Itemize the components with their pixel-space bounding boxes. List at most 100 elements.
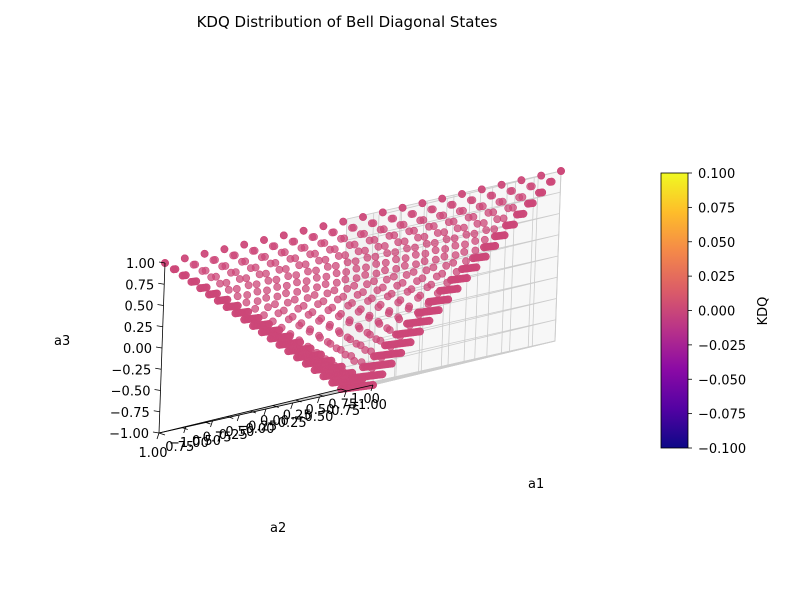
scatter-point (324, 306, 333, 315)
scatter-point (463, 274, 471, 282)
grid-line-a1 (340, 170, 562, 390)
scatter-point (468, 196, 477, 204)
scatter-point (333, 295, 342, 304)
scatter-point (479, 219, 488, 227)
scatter-point (471, 237, 480, 245)
scatter-point (279, 231, 288, 240)
scatter-point (500, 231, 509, 240)
scatter-point (253, 287, 262, 296)
scatter-point (430, 238, 439, 247)
scatter-point (354, 247, 363, 256)
scatter-point (537, 171, 546, 180)
a3-tick-label: 0.25 (124, 321, 153, 336)
scatter-point (351, 257, 360, 266)
scatter-point (448, 200, 457, 209)
scatter-point (420, 232, 429, 241)
a1-tick (227, 416, 234, 419)
scatter-point (326, 339, 335, 348)
scatter-point (395, 315, 404, 324)
a2-tick-label: −0.25 (267, 416, 307, 431)
scatter-point (354, 307, 363, 316)
scatter-point (300, 243, 309, 252)
scatter-point (461, 240, 469, 249)
scatter-point (406, 338, 415, 347)
scatter-point (557, 167, 565, 175)
scatter-point (357, 358, 366, 366)
scatter-point (433, 289, 442, 298)
scatter-point (250, 246, 259, 255)
scatter-point (438, 194, 447, 203)
scatter-point (547, 177, 556, 186)
scatter-point (244, 307, 253, 316)
scatter-point (404, 304, 413, 313)
scatter-point (422, 266, 431, 275)
scatter-point (275, 326, 284, 334)
scatter-point (306, 344, 315, 353)
a1-tick-label: 1.00 (351, 392, 380, 407)
scatter-point (280, 248, 289, 257)
scatter-point (315, 256, 323, 265)
scatter-point (369, 219, 378, 227)
scatter-point (290, 295, 299, 304)
a3-tick (153, 410, 160, 413)
a3-tick (158, 282, 165, 285)
scatter-point (345, 318, 354, 327)
scatter-point (252, 280, 261, 289)
scatter-point (477, 185, 486, 194)
scatter-point (419, 216, 428, 224)
scatter-point (471, 246, 480, 255)
a1-tick (204, 421, 211, 425)
scatter-point (350, 240, 359, 249)
scatter-point (262, 269, 270, 278)
scatter-point (330, 245, 339, 253)
scatter-point (383, 249, 392, 257)
scatter-point (273, 283, 282, 291)
scatter-point (510, 220, 518, 229)
scatter-point (295, 261, 304, 270)
scatter-point (220, 245, 229, 254)
scatter-point (348, 368, 357, 377)
scatter-point (316, 333, 324, 342)
scatter-point (458, 190, 466, 198)
scatter-point (337, 362, 346, 371)
scatter-point (403, 287, 412, 296)
scatter-point (361, 270, 370, 279)
z-axis-label: a3 (54, 334, 70, 349)
scatter-point (232, 284, 241, 293)
scatter-point (425, 316, 434, 325)
scatter-point (243, 291, 252, 299)
colorbar-label: KDQ (756, 297, 771, 326)
scatter-point (294, 304, 303, 313)
scatter-point (284, 272, 293, 280)
a2-tick-label: −1.00 (347, 398, 387, 413)
scatter-point (275, 265, 284, 274)
scatter-point (383, 292, 392, 301)
scatter-point (261, 252, 269, 261)
scatter-point (452, 267, 461, 276)
a3-tick-label: 0.75 (125, 278, 154, 293)
scatter-point (358, 374, 367, 383)
scatter-point (359, 213, 367, 221)
scatter-point (375, 319, 384, 328)
scatter-point (301, 260, 310, 269)
scatter-point (379, 225, 388, 234)
scatter-point (335, 329, 344, 337)
scatter-point (304, 310, 313, 319)
scatter-point (353, 290, 362, 299)
scatter-point (360, 229, 368, 238)
axes-lines (152, 261, 374, 440)
scatter-point (271, 258, 280, 267)
scatter-point (528, 199, 537, 207)
colorbar-tick-label: 0.025 (698, 270, 735, 285)
scatter-point (274, 309, 283, 318)
scatter-point (310, 291, 319, 299)
scatter-point (490, 225, 499, 233)
scatter-point (171, 265, 180, 273)
scatter-point (482, 226, 491, 234)
scatter-point (299, 226, 308, 235)
scatter-point (346, 335, 355, 344)
a2-tick (290, 402, 294, 410)
scatter-point (370, 277, 378, 286)
scatter-point (271, 300, 279, 309)
scatter-point (389, 214, 398, 223)
